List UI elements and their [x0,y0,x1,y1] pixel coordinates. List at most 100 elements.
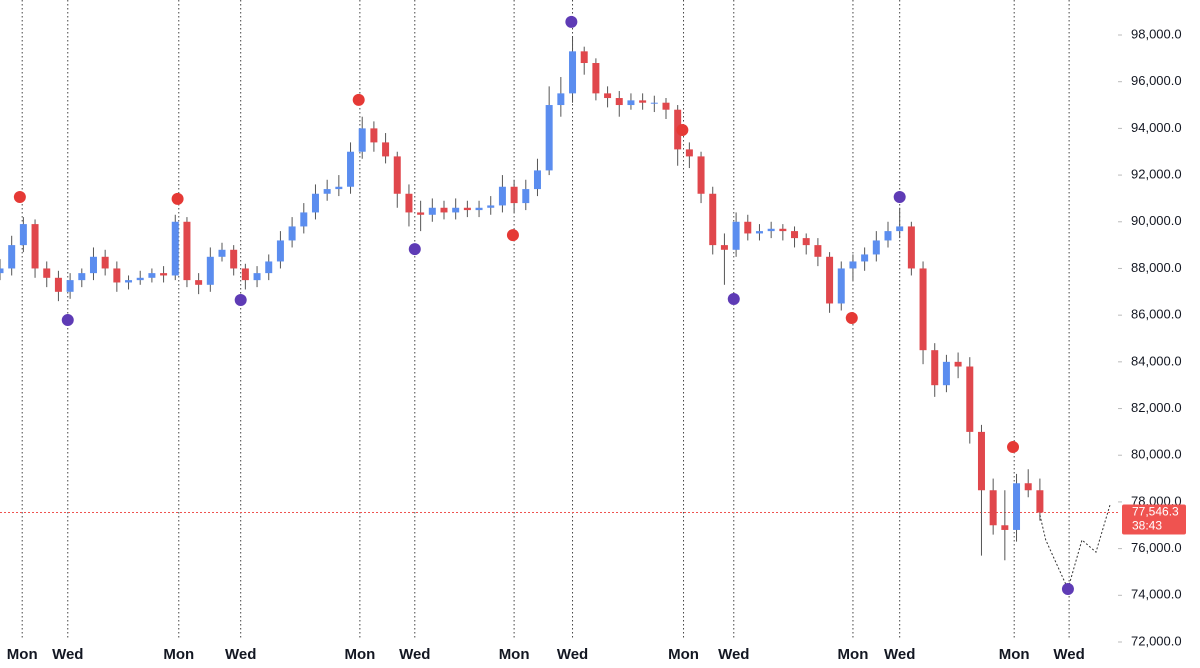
candle-body [31,224,39,269]
pivot-marker [506,229,519,242]
candle-body [662,102,670,110]
x-tick-label: Mon [999,646,1030,663]
x-tick-label: Mon [499,646,530,663]
candle-body [919,268,927,351]
candle-body [1024,483,1032,491]
candle-body [206,256,214,285]
candle-body [183,221,191,281]
candle-body [265,261,273,274]
candle-body [1036,490,1044,513]
candle-body [113,268,121,283]
x-tick-label: Wed [1053,646,1084,663]
candle-body [230,249,238,269]
candle-body [849,261,857,269]
candle-body [732,221,740,250]
x-tick-label: Wed [225,646,256,663]
candle-body [358,128,366,152]
candle-body [720,245,728,250]
candle-body [837,268,845,304]
forecast-line [1039,504,1111,591]
candle-body [171,221,179,276]
y-tick-label: 90,000.0 [1131,213,1182,228]
candle-body [218,249,226,257]
candle-body [160,273,168,276]
candle-body [615,98,623,106]
y-tick-label: 96,000.0 [1131,73,1182,88]
candle-body [1001,525,1009,530]
pivot-marker [352,93,365,106]
price-box-bg [1122,504,1186,535]
pivot-marker [565,15,578,28]
x-tick-label: Mon [668,646,699,663]
candle-body [697,156,705,194]
y-tick-label: 84,000.0 [1131,353,1182,368]
y-tick-label: 98,000.0 [1131,26,1182,41]
candle-body [861,254,869,262]
y-tick-label: 82,000.0 [1131,400,1182,415]
pivot-marker [13,191,26,204]
candle-body [989,490,997,526]
candle-body [393,156,401,194]
candle-body [405,193,413,213]
candle-body [417,212,425,215]
candle-body [557,93,565,106]
pivot-marker [408,243,421,256]
candle-body [755,231,763,234]
x-tick-label: Mon [344,646,375,663]
candle-body [545,105,553,171]
y-tick-label: 74,000.0 [1131,587,1182,602]
candle-body [323,189,331,194]
x-tick-label: Wed [884,646,915,663]
pivot-marker [1007,441,1020,454]
candle-body [276,240,284,262]
candle-body [347,151,355,187]
pivot-marker [234,293,247,306]
candle-body [335,186,343,190]
pivot-marker [845,311,858,324]
marks [0,37,1111,591]
candle-body [78,273,86,281]
candle-body [709,193,717,246]
candle-body [66,280,74,292]
pivot-marker [61,314,74,327]
y-tick-label: 80,000.0 [1131,447,1182,462]
candle-body [0,268,4,274]
candle-body [977,431,985,491]
candle-body [253,273,261,281]
candle-body [604,93,612,99]
candle-body [650,102,658,104]
x-tick-label: Wed [52,646,83,663]
candle-body [498,186,506,206]
candle-body [463,207,471,211]
y-tick-label: 72,000.0 [1131,633,1182,648]
candle-body [931,350,939,386]
pivot-marker [893,191,906,204]
x-tick-label: Wed [718,646,749,663]
grid [0,0,1122,643]
candle-body [802,238,810,246]
candle-body [43,268,51,278]
candle-body [300,212,308,227]
candle-body [241,268,249,281]
candle-body [907,226,915,269]
candle-body [814,245,822,257]
candle-body [884,231,892,241]
candle-body [942,361,950,386]
candle-body [452,207,460,213]
candle-body [510,186,518,204]
candle-body [311,193,319,213]
candle-body [966,366,974,432]
candle-body [954,361,962,367]
candle-body [896,226,904,232]
y-tick-label: 88,000.0 [1131,260,1182,275]
candle-body [744,221,752,234]
candle-body [475,207,483,211]
candle-body [487,205,495,208]
candle-body [288,226,296,241]
pivot-marker [676,124,689,137]
candle-body [592,63,600,94]
candle-body [826,256,834,304]
current-price-label: 77,546.3 [1132,505,1179,519]
candle-body [1013,483,1021,530]
